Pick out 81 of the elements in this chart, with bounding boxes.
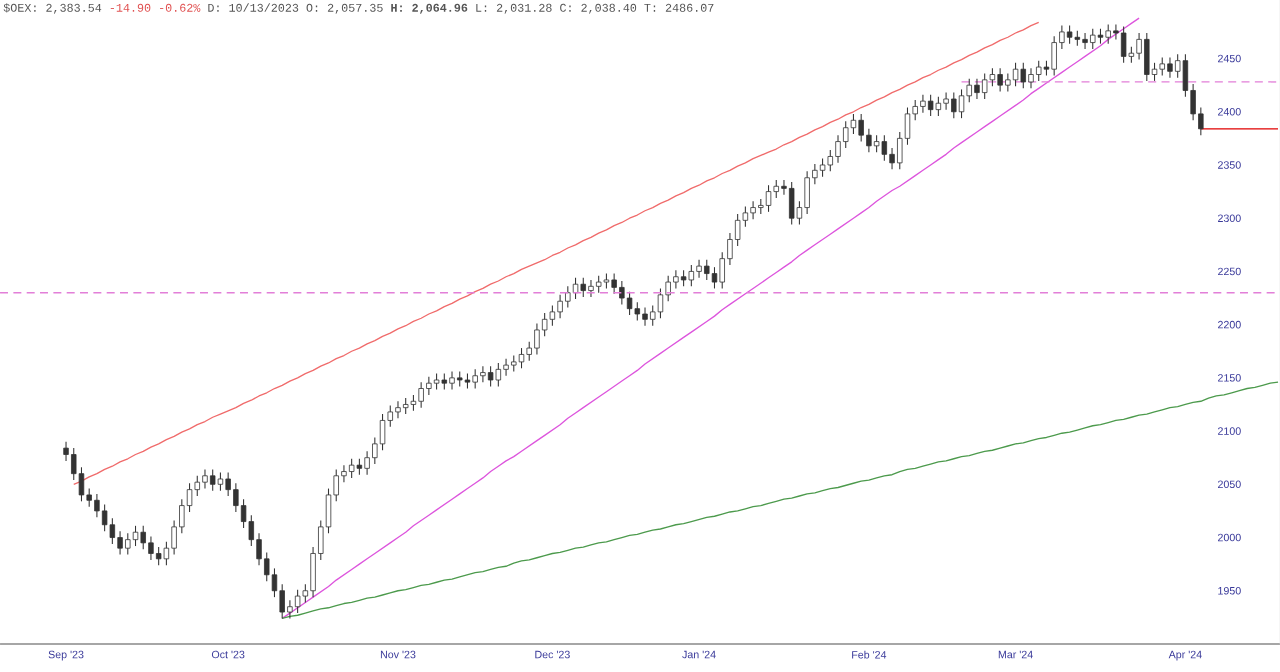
candlestick <box>348 458 355 479</box>
candlestick <box>920 94 926 114</box>
candlestick <box>480 365 486 383</box>
candlestick <box>927 94 934 117</box>
candlestick <box>843 120 849 149</box>
candlestick <box>997 67 1003 93</box>
candlestick <box>117 530 123 556</box>
candlestick <box>1020 62 1026 89</box>
candlestick <box>1005 72 1011 93</box>
candlestick <box>1159 56 1165 77</box>
candlestick <box>989 67 996 87</box>
candlestick <box>426 376 432 396</box>
candlestick <box>125 532 131 556</box>
candlestick <box>858 113 864 143</box>
candlestick <box>395 400 401 419</box>
candlestick <box>148 535 154 561</box>
candlestick <box>611 273 617 295</box>
candlestick <box>132 525 139 547</box>
candlestick <box>202 468 208 490</box>
candlestick <box>1105 23 1111 45</box>
candlestick <box>472 368 478 390</box>
candlestick <box>1028 67 1034 89</box>
candlestick <box>518 347 525 369</box>
candlestick <box>619 280 625 305</box>
candlestick <box>835 134 841 164</box>
candlestick <box>850 113 857 135</box>
candlestick <box>1036 60 1042 82</box>
candlestick <box>1012 62 1019 87</box>
candlestick <box>294 589 301 614</box>
candlestick <box>364 450 370 476</box>
candlestick <box>140 525 146 550</box>
candlestick <box>804 170 810 215</box>
candlestick <box>866 128 872 153</box>
candlestick <box>1066 25 1073 45</box>
candlestick <box>750 200 756 220</box>
candlestick <box>704 259 710 281</box>
candlestick <box>1051 35 1057 77</box>
candlestick <box>495 362 502 387</box>
candlestick <box>634 301 641 321</box>
candlestick <box>819 158 826 178</box>
candlestick <box>696 259 702 279</box>
candlestick <box>209 468 216 492</box>
candlestick <box>935 96 942 117</box>
candlestick <box>657 287 664 319</box>
candlestick <box>580 277 586 298</box>
candlestick <box>572 277 579 300</box>
candlestick <box>588 279 594 298</box>
candlestick <box>958 88 965 119</box>
candlestick <box>534 323 540 355</box>
candlestick <box>557 294 563 319</box>
candlestick <box>951 92 957 119</box>
candlestick <box>565 285 571 309</box>
candlestick <box>418 381 424 409</box>
candlestick <box>94 493 100 518</box>
candlestick <box>1090 28 1096 50</box>
candlestick <box>773 179 779 199</box>
candlestick <box>101 504 108 532</box>
candlestick <box>788 181 795 226</box>
candlestick <box>1167 56 1173 79</box>
candlestick <box>827 149 834 172</box>
candlestick <box>503 358 509 377</box>
candlestick <box>449 370 455 391</box>
candlestick <box>487 365 494 387</box>
candlestick <box>765 184 772 213</box>
candlestick <box>974 78 980 100</box>
candlestick <box>1120 26 1127 64</box>
candlestick <box>1144 32 1150 82</box>
candlestick <box>688 264 695 287</box>
candlestick <box>1082 32 1088 50</box>
candlestick <box>379 413 386 451</box>
candlestick <box>981 72 988 100</box>
candlestick <box>943 92 949 111</box>
candlestick <box>673 269 679 289</box>
candlestick <box>642 307 648 327</box>
candlestick <box>109 517 116 545</box>
candlestick <box>626 291 633 316</box>
candlestick <box>711 266 718 289</box>
candlestick <box>881 134 888 162</box>
candlestick <box>549 304 556 327</box>
candlestick <box>155 546 162 566</box>
candlestick <box>217 472 224 492</box>
